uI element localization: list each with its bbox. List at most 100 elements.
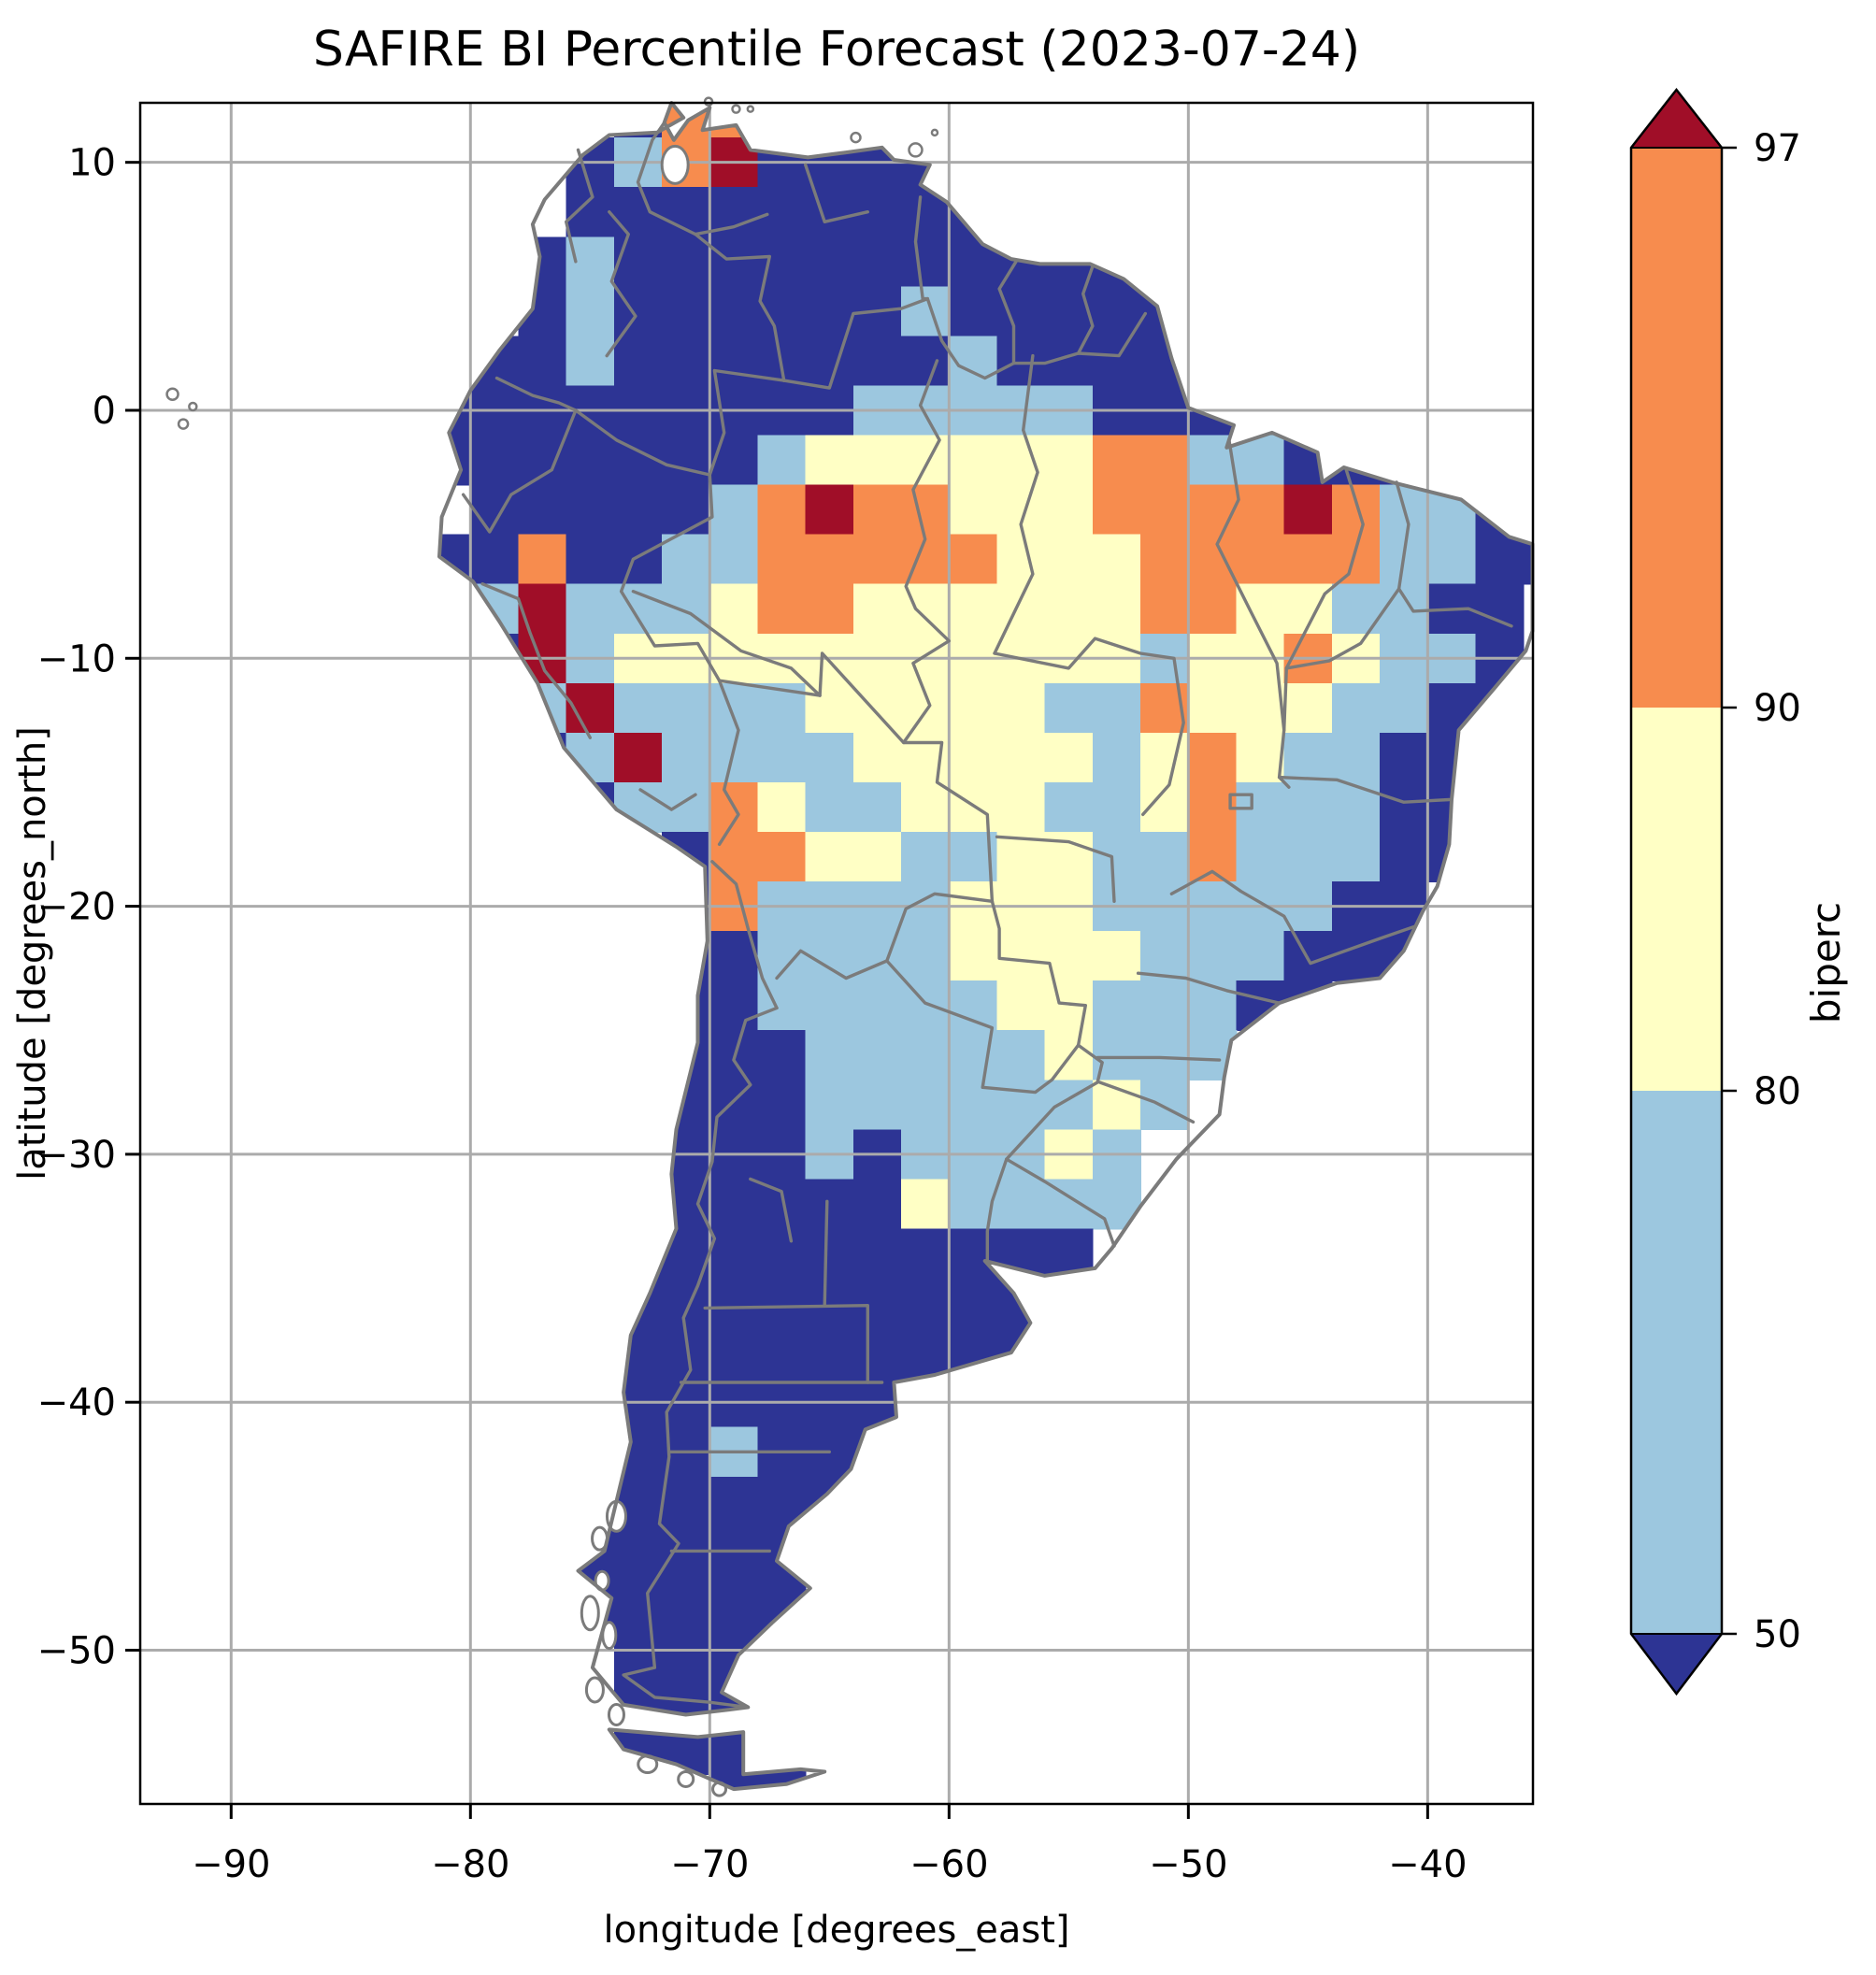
raster-cell [901, 1080, 951, 1131]
raster-cell [757, 732, 807, 783]
raster-cell [709, 1228, 759, 1280]
raster-cell [1283, 832, 1333, 882]
admin-border-line [997, 260, 1018, 365]
admin-border-line [694, 212, 769, 236]
raster-cell [1380, 781, 1429, 833]
raster-cell [709, 1476, 759, 1527]
raster-cell [805, 1179, 854, 1230]
admin-border-line [717, 679, 740, 846]
admin-border-line [1395, 480, 1513, 628]
raster-cell [1140, 1030, 1190, 1081]
y-tick-label: −40 [37, 1381, 116, 1424]
figure-title: SAFIRE BI Percentile Forecast (2023-07-2… [313, 21, 1360, 78]
raster-cell [1380, 583, 1429, 635]
raster-cell [901, 1179, 951, 1230]
y-tick-label: −30 [37, 1134, 116, 1177]
raster-cell [805, 1278, 854, 1329]
admin-border-line [622, 1006, 779, 1710]
admin-border-line [631, 590, 822, 697]
raster-cell [1380, 732, 1429, 783]
raster-cell [613, 534, 663, 585]
raster-cell [709, 1327, 759, 1379]
raster-cell [901, 1278, 951, 1329]
raster-cell [1044, 534, 1094, 585]
raster-cell [1475, 534, 1525, 585]
raster-cell [901, 1030, 951, 1081]
raster-cell [1092, 336, 1141, 387]
raster-cell [805, 534, 854, 585]
map-plot [140, 96, 1535, 1804]
raster-cell [852, 534, 902, 585]
admin-border-line [993, 637, 1185, 817]
raster-cell [1236, 534, 1285, 585]
raster-cell [805, 781, 854, 833]
raster-cell [1140, 435, 1190, 486]
raster-cell [1331, 781, 1381, 833]
raster-cell [757, 980, 807, 1032]
admin-border-line [749, 1177, 794, 1243]
admin-border-line [782, 296, 929, 390]
raster-cell [996, 980, 1046, 1032]
admin-border-line [885, 959, 1081, 1095]
colorbar-extend-above [1631, 90, 1722, 148]
raster-cell [852, 236, 902, 288]
raster-cell [613, 682, 663, 734]
raster-cell [1331, 484, 1381, 536]
island-outline [165, 387, 179, 401]
raster-cell [1188, 484, 1238, 536]
admin-border-line [1282, 468, 1365, 732]
raster-cell [852, 1228, 902, 1280]
raster-cell [1236, 931, 1285, 981]
raster-cell [709, 1575, 759, 1626]
raster-cell [566, 336, 615, 387]
raster-cell [1331, 534, 1381, 585]
raster-cell [901, 832, 951, 882]
raster-cell [709, 435, 759, 486]
raster-cell [1236, 583, 1285, 635]
raster-cell [996, 534, 1046, 585]
raster-cell [1283, 534, 1333, 585]
raster-cell [566, 534, 615, 585]
raster-cell [1188, 732, 1238, 783]
raster-cell [949, 435, 998, 486]
raster-cell [1044, 781, 1094, 833]
admin-border-line [710, 860, 779, 1010]
raster-cell [852, 682, 902, 734]
coastline-outline [437, 101, 1535, 1792]
admin-border-line [1284, 587, 1401, 670]
raster-cell [1236, 484, 1285, 536]
raster-cell [852, 484, 902, 536]
raster-cell [805, 435, 854, 486]
raster-cell [1188, 980, 1238, 1032]
raster-cell [1140, 1080, 1190, 1131]
raster-cell [1044, 583, 1094, 635]
raster-cell [1092, 980, 1141, 1032]
admin-border-line [565, 148, 594, 264]
raster-cell [1236, 682, 1285, 734]
raster-cell [662, 435, 711, 486]
raster-cell [949, 1228, 998, 1280]
raster-cell [757, 832, 807, 882]
raster-cell [1380, 682, 1429, 734]
admin-border-line [985, 1157, 1009, 1263]
raster-cell [1283, 682, 1333, 734]
raster-cell [1092, 931, 1141, 981]
colorbar: 97 90 80 50 biperc [1629, 87, 1849, 1696]
raster-cell [1188, 534, 1238, 585]
raster-cell [1092, 484, 1141, 536]
raster-cell [757, 187, 807, 238]
raster-cell [1331, 931, 1381, 981]
admin-border-line [619, 473, 722, 682]
raster-cell [901, 435, 951, 486]
admin-border-line [703, 1304, 869, 1384]
raster-cell [805, 484, 854, 536]
raster-cell [901, 931, 951, 981]
raster-cell [949, 781, 998, 833]
fjord-island-outline [584, 1676, 605, 1704]
admin-border-line [885, 892, 995, 963]
raster-cell [470, 534, 520, 585]
raster-cell [613, 732, 663, 783]
raster-cell [757, 1179, 807, 1230]
raster-cell [709, 1278, 759, 1329]
